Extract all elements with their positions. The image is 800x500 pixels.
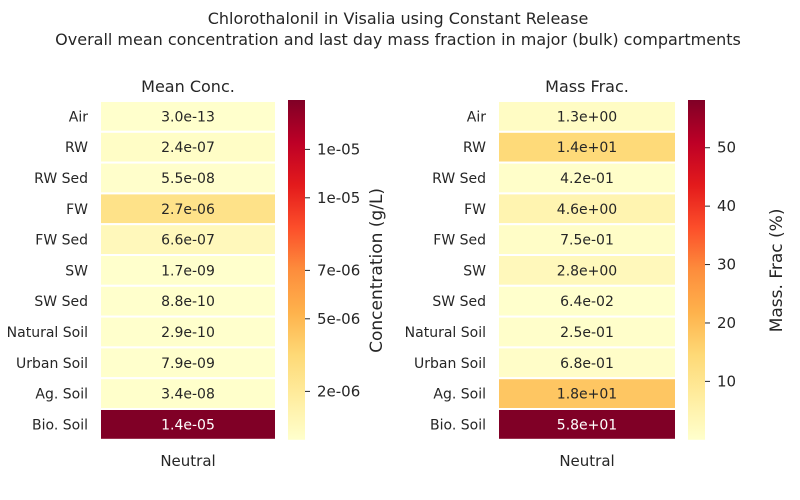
cell-value-label: 2.7e-06 xyxy=(161,202,215,218)
row-label: Urban Soil xyxy=(414,356,486,372)
cell-value-label: 1.7e-09 xyxy=(161,263,215,279)
colorbar xyxy=(288,100,305,440)
heatmap-mean-conc: Mean Conc. 3.0e-13 Air 2.4e-07 RW 5.5e-08 RW S… xyxy=(7,77,387,470)
colorbar xyxy=(688,100,705,440)
heatmap-cell xyxy=(99,315,277,349)
row-label: SW xyxy=(463,263,486,279)
heatmap-cell xyxy=(99,254,277,287)
cell-value-label: 1.8e+01 xyxy=(557,387,617,403)
colorbar-label: Mass. Frac (%) xyxy=(767,209,787,333)
row-label: RW Sed xyxy=(432,171,486,187)
heatmap-cell xyxy=(497,346,677,380)
colorbar-tick-label: 5e-06 xyxy=(317,310,360,328)
heatmap-mass-frac: Mass Frac. 1.3e+00 Air 1.4e+01 RW 4.2e-01 RW S… xyxy=(405,77,787,470)
heatmap-cell xyxy=(497,377,677,411)
row-label: Bio. Soil xyxy=(32,417,88,433)
colorbar-tick-label: 30 xyxy=(717,256,736,274)
cell-value-label: 6.4e-02 xyxy=(560,294,614,310)
panel-title: Mean Conc. xyxy=(141,77,235,96)
row-label: SW Sed xyxy=(432,294,486,310)
row-label: RW Sed xyxy=(34,171,88,187)
heatmap-cell xyxy=(497,284,677,318)
heatmap-cell xyxy=(99,192,277,226)
cell-value-label: 2.8e+00 xyxy=(557,263,617,279)
heatmap-cell xyxy=(99,408,277,441)
colorbar-tick-label: 1e-05 xyxy=(317,140,360,158)
cell-value-label: 1.4e-05 xyxy=(161,417,215,433)
cell-value-label: 5.8e+01 xyxy=(557,417,617,433)
row-label: Air xyxy=(467,109,486,125)
cell-value-label: 2.9e-10 xyxy=(161,325,215,341)
cell-value-label: 6.6e-07 xyxy=(161,233,215,249)
colorbar-tick-label: 10 xyxy=(717,372,736,390)
colorbar-tick-label: 20 xyxy=(717,314,736,332)
colorbar-tick-label: 40 xyxy=(717,197,736,215)
row-label: Air xyxy=(69,109,88,125)
colorbar-tick-label: 2e-06 xyxy=(317,382,360,400)
heatmap-cell xyxy=(497,161,677,195)
column-label: Neutral xyxy=(559,452,614,470)
cell-value-label: 7.9e-09 xyxy=(161,356,215,372)
row-label: RW xyxy=(65,140,88,156)
row-label: FW Sed xyxy=(433,233,486,249)
figure-title-line1: Chlorothalonil in Visalia using Constant… xyxy=(208,9,589,28)
colorbar-tick-label: 50 xyxy=(717,139,736,157)
cell-value-label: 2.5e-01 xyxy=(560,325,614,341)
cell-value-label: 3.4e-08 xyxy=(161,387,215,403)
colorbar-tick-label: 7e-06 xyxy=(317,261,360,279)
heatmap-cell xyxy=(497,315,677,349)
cell-value-label: 7.5e-01 xyxy=(560,233,614,249)
row-label: FW xyxy=(464,202,486,218)
heatmap-cell xyxy=(99,377,277,411)
heatmap-cell xyxy=(497,192,677,226)
row-label: Ag. Soil xyxy=(433,387,486,403)
cell-value-label: 2.4e-07 xyxy=(161,140,215,156)
heatmap-cell xyxy=(497,408,677,441)
heatmap-cell xyxy=(99,100,277,133)
cell-value-label: 4.2e-01 xyxy=(560,171,614,187)
cell-value-label: 4.6e+00 xyxy=(557,202,617,218)
figure-title-line2: Overall mean concentration and last day … xyxy=(55,30,741,49)
row-label: RW xyxy=(463,140,486,156)
cell-value-label: 1.3e+00 xyxy=(557,109,617,125)
row-label: Ag. Soil xyxy=(35,387,88,403)
cell-value-label: 8.8e-10 xyxy=(161,294,215,310)
row-label: Urban Soil xyxy=(16,356,88,372)
panel-title: Mass Frac. xyxy=(545,77,629,96)
colorbar-label: Concentration (g/L) xyxy=(367,188,387,353)
row-label: Bio. Soil xyxy=(430,417,486,433)
row-label: SW xyxy=(65,263,88,279)
row-label: SW Sed xyxy=(34,294,88,310)
cell-value-label: 5.5e-08 xyxy=(161,171,215,187)
row-label: Natural Soil xyxy=(405,325,486,341)
column-label: Neutral xyxy=(160,452,215,470)
cell-value-label: 6.8e-01 xyxy=(560,356,614,372)
row-label: FW xyxy=(66,202,88,218)
heatmap-cell xyxy=(497,254,677,287)
cell-value-label: 3.0e-13 xyxy=(161,109,215,125)
heatmap-cell xyxy=(497,223,677,256)
cell-value-label: 1.4e+01 xyxy=(557,140,617,156)
heatmap-cell xyxy=(497,100,677,133)
row-label: FW Sed xyxy=(35,233,88,249)
row-label: Natural Soil xyxy=(7,325,88,341)
colorbar-tick-label: 1e-05 xyxy=(317,189,360,207)
